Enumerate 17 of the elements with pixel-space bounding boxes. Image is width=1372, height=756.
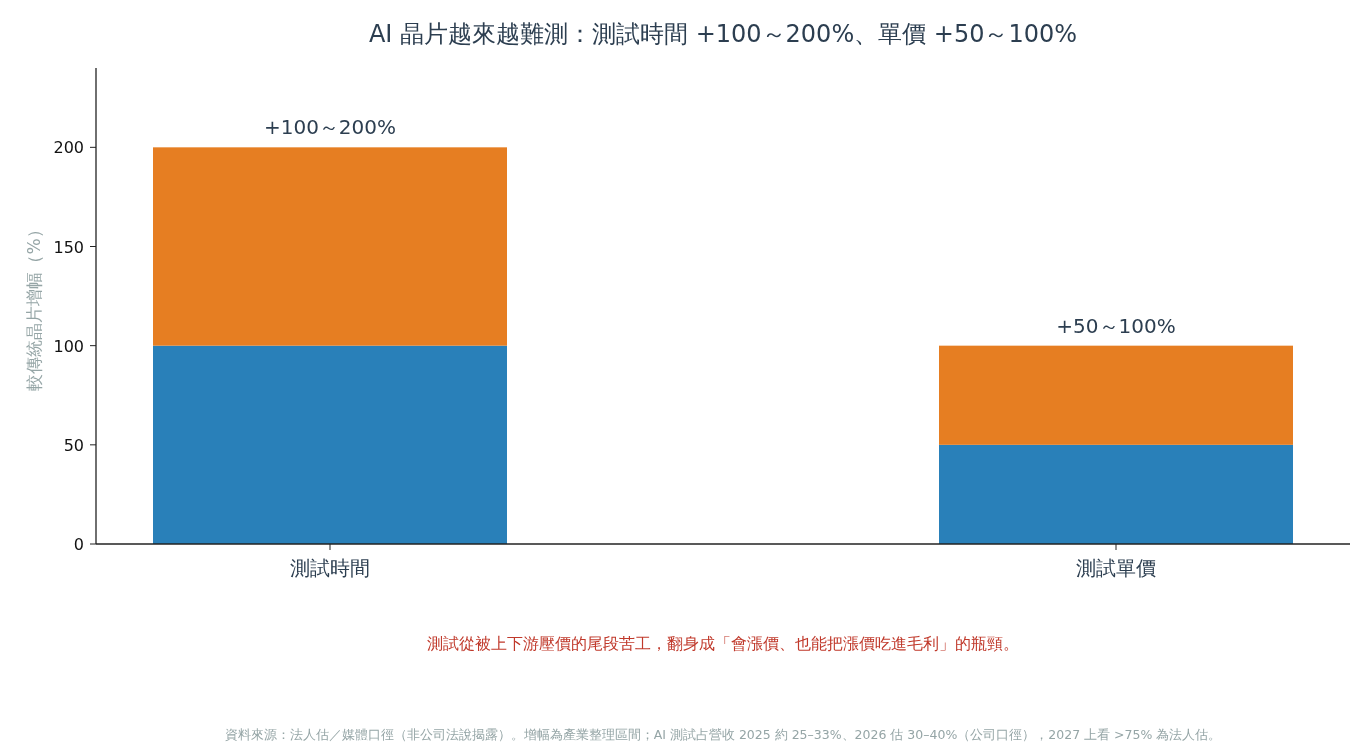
bar xyxy=(153,345,507,544)
bar xyxy=(153,147,507,346)
y-tick-label: 200 xyxy=(53,138,84,158)
x-tick-label: 測試單價 xyxy=(1076,556,1156,580)
source-note: 資料來源：法人估／媒體口徑（非公司法說揭露）。增幅為產業整理區間；AI 測試占營收 2025 約 25–33%、2026 估 30–40%（公司口徑），2027 上看 >75% 為法人估。 xyxy=(224,727,1222,742)
bar xyxy=(939,444,1293,544)
y-tick-label: 0 xyxy=(73,535,84,554)
y-tick-label: 50 xyxy=(63,435,84,455)
x-tick-label: 測試時間 xyxy=(290,556,370,580)
y-tick-label: 100 xyxy=(53,336,84,356)
chart-title: AI 晶片越來越難測：測試時間 +100～200%、單價 +50～100% xyxy=(368,20,1078,48)
text: 測試從被上下游壓價的尾段苦工，翻身成「會漲價、也能把漲價吃進毛利」的瓶頸。 xyxy=(427,634,1019,653)
total-label: +100～200% xyxy=(263,115,397,140)
bar xyxy=(939,345,1293,445)
total-label: +50～100% xyxy=(1056,313,1176,338)
y-axis-title: 較傳統晶片增幅（%） xyxy=(24,221,44,391)
y-tick-label: 150 xyxy=(53,237,84,257)
